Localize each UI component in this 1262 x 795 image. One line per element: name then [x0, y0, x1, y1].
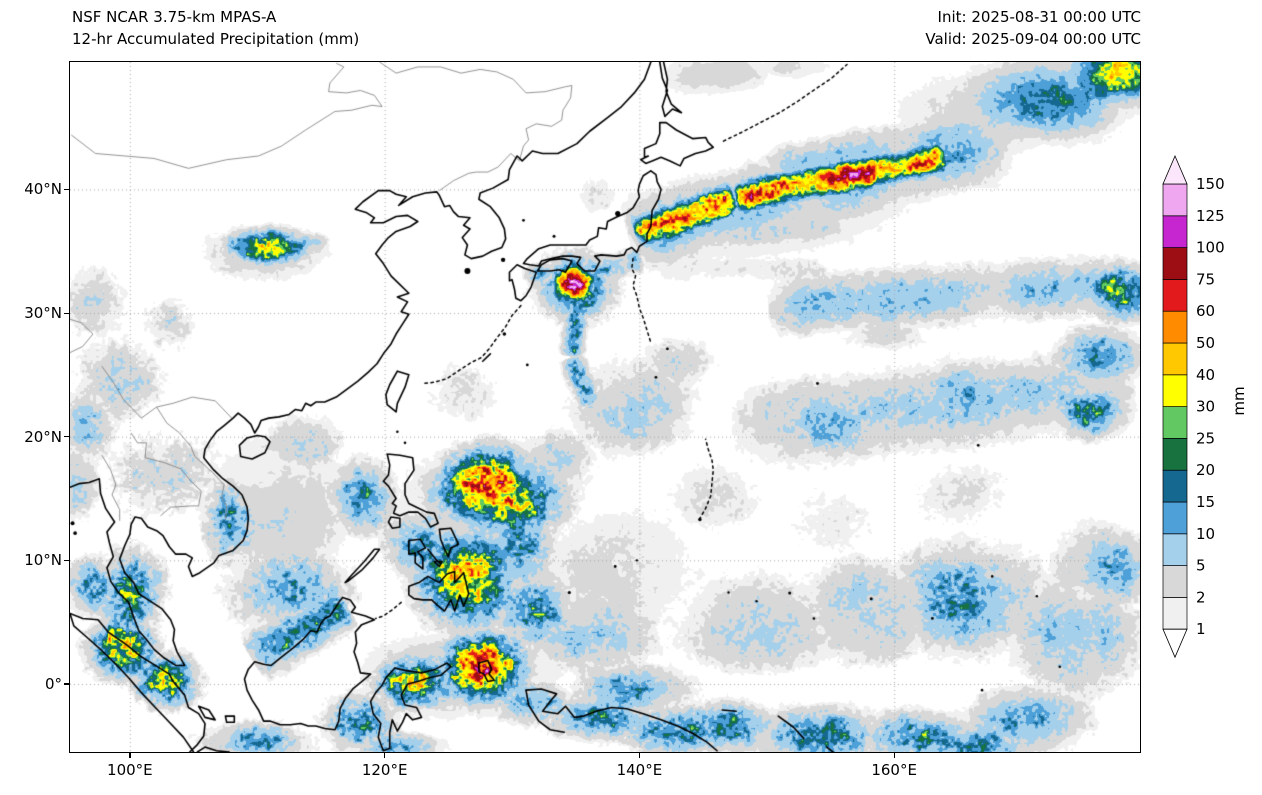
colorbar-segment: [1162, 247, 1188, 280]
lon-tick-mark: [384, 753, 386, 758]
colorbar-tick-label: 100: [1196, 239, 1225, 257]
colorbar-segment: [1162, 279, 1188, 312]
colorbar-tick-label: 10: [1196, 525, 1215, 543]
colorbar-tick-label: 1: [1196, 620, 1206, 638]
lat-tick-mark: [64, 436, 69, 438]
colorbar-tick-label: 50: [1196, 334, 1215, 352]
colorbar-under-arrow: [1162, 628, 1188, 659]
lat-tick-label: 10°N: [24, 551, 62, 570]
colorbar-segment: [1162, 469, 1188, 503]
colorbar-segment: [1162, 406, 1188, 439]
colorbar-tick-label: 125: [1196, 207, 1225, 225]
lon-tick-label: 120°E: [361, 761, 408, 779]
product-title: 12-hr Accumulated Precipitation (mm): [72, 30, 360, 48]
run-time-block: Init: 2025-08-31 00:00 UTC Valid: 2025-0…: [925, 6, 1141, 50]
lat-tick-label: 40°N: [24, 180, 62, 199]
precipitation-map-canvas: [69, 61, 1141, 753]
lon-tick-label: 160°E: [871, 761, 917, 779]
lon-tick-mark: [893, 753, 895, 758]
colorbar-tick-label: 40: [1196, 366, 1215, 384]
colorbar-tick-label: 60: [1196, 302, 1215, 320]
colorbar-tick-label: 75: [1196, 270, 1215, 288]
lon-tick-label: 100°E: [107, 761, 153, 779]
lat-tick-mark: [64, 312, 69, 314]
colorbar-segment: [1162, 597, 1188, 630]
colorbar-tick-label: 25: [1196, 429, 1215, 447]
colorbar: 1 2 5 10 15 20 25 30 40 50 60 75 100 125 150: [1158, 150, 1230, 665]
colorbar-tick-label: 2: [1196, 588, 1206, 606]
lat-tick-mark: [64, 559, 69, 562]
colorbar-segment: [1162, 183, 1188, 217]
colorbar-segment: [1162, 565, 1188, 598]
colorbar-tick-label: 5: [1196, 557, 1206, 575]
model-title: NSF NCAR 3.75-km MPAS-A: [72, 8, 277, 26]
lon-tick-mark: [129, 753, 131, 758]
lat-tick-label: 30°N: [24, 304, 62, 323]
valid-time-label: Valid: 2025-09-04 00:00 UTC: [925, 30, 1141, 48]
lat-tick-mark: [64, 683, 69, 685]
colorbar-tick-label: 20: [1196, 461, 1215, 479]
colorbar-over-arrow: [1162, 154, 1188, 185]
colorbar-segment: [1162, 501, 1188, 535]
lat-tick-mark: [64, 188, 69, 191]
lon-tick-mark: [638, 753, 641, 758]
init-time-label: Init: 2025-08-31 00:00 UTC: [937, 8, 1141, 26]
figure-title-block: NSF NCAR 3.75-km MPAS-A 12-hr Accumulate…: [72, 6, 359, 50]
colorbar-segment: [1162, 310, 1188, 344]
colorbar-segment: [1162, 374, 1188, 407]
colorbar-tick-label: 30: [1196, 398, 1215, 416]
colorbar-segment: [1162, 533, 1188, 566]
colorbar-unit-label: mm: [1230, 386, 1248, 416]
colorbar-segment: [1162, 342, 1188, 376]
lat-tick-label: 20°N: [24, 427, 62, 446]
lat-tick-label: 0°: [44, 674, 62, 693]
colorbar-segment: [1162, 215, 1188, 248]
colorbar-tick-label: 150: [1196, 175, 1225, 193]
colorbar-segment: [1162, 438, 1188, 471]
colorbar-tick-label: 15: [1196, 493, 1215, 511]
lon-tick-label: 140°E: [616, 761, 663, 779]
